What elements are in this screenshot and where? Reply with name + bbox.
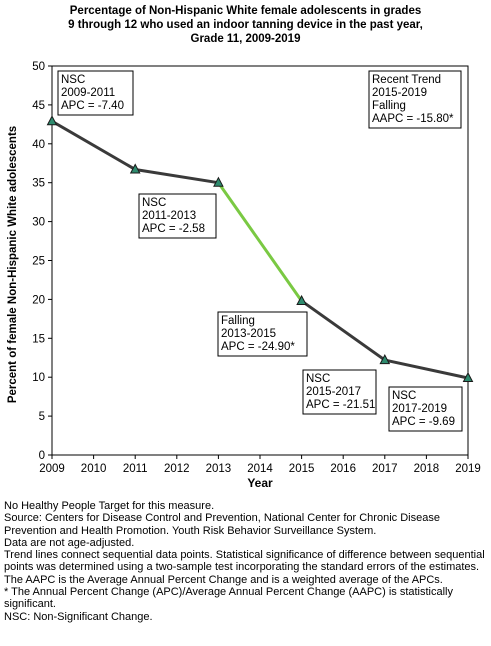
- x-tick-label: 2014: [247, 463, 273, 475]
- data-point: [213, 176, 224, 187]
- annotation-text: 2009-2011: [61, 87, 115, 99]
- annotation-frame: [217, 311, 308, 357]
- data-point: [296, 294, 307, 305]
- footnote: * The Annual Percent Change (APC)/Averag…: [4, 586, 454, 611]
- trend-segment: [300, 299, 387, 362]
- annotation-text: Recent Trend: [372, 74, 441, 86]
- chart-title: Percentage of Non-Hispanic White female …: [0, 4, 491, 46]
- annotation-text: Falling: [221, 315, 255, 327]
- footnote: No Healthy People Target for this measur…: [4, 500, 215, 512]
- x-tick-label: 2013: [206, 463, 232, 475]
- x-tick-label: 2010: [81, 463, 107, 475]
- footnote: NSC: Non-Significant Change.: [4, 610, 153, 623]
- footnote: Data are not age-adjusted.: [4, 536, 135, 549]
- y-tick-label: 25: [32, 256, 45, 268]
- annotation-frame: [368, 70, 462, 129]
- annotation-text: 2015-2017: [306, 386, 361, 398]
- annotation-text: APC = -7.40: [61, 100, 124, 112]
- y-tick-label: 5: [39, 411, 45, 423]
- x-tick-label: 2011: [123, 463, 148, 475]
- annotation-text: NSC: [61, 74, 85, 86]
- line-chart: 0 5 10 15 20 25 30 35 40 45 50 2009 2010 2011 2012 2013…: [7, 61, 481, 490]
- annotation-frame: [57, 70, 134, 116]
- x-tick-label: 2009: [39, 463, 65, 475]
- annotation-frame: [388, 386, 463, 432]
- data-point: [46, 115, 58, 126]
- x-tick-label: 2015: [289, 463, 315, 475]
- annotation-text: 2013-2015: [221, 328, 276, 340]
- annotation-text: APC = -21.51: [306, 399, 375, 411]
- annotation-text: Falling: [372, 100, 406, 112]
- annotation-text: APC = -9.69: [392, 416, 455, 428]
- x-axis-label: Year: [247, 476, 273, 490]
- y-tick-label: 35: [32, 178, 45, 190]
- annotation-frame: [302, 369, 377, 415]
- data-point: [129, 163, 141, 174]
- trend-segment: [383, 358, 470, 380]
- data-point: [462, 371, 474, 382]
- trend-segment: [50, 119, 137, 171]
- y-tick-label: 40: [32, 139, 45, 151]
- annotation-text: 2017-2019: [392, 403, 447, 415]
- annotation-text: AAPC = -15.80*: [372, 113, 454, 125]
- footnote: Source: Centers for Disease Control and …: [4, 512, 440, 537]
- y-tick-label: 20: [32, 294, 45, 306]
- annotation-text: NSC: [392, 390, 416, 402]
- y-tick-label: 30: [32, 217, 45, 229]
- chart-title-line: 9 through 12 who used an indoor tanning …: [68, 19, 423, 31]
- y-tick-label: 0: [39, 450, 45, 462]
- x-tick-label: 2012: [164, 463, 190, 475]
- annotation-text: APC = -24.90*: [221, 341, 295, 353]
- y-tick-label: 15: [32, 333, 45, 345]
- annotation-frame: [138, 193, 217, 239]
- annotation-text: NSC: [142, 197, 166, 209]
- footnotes: No Healthy People Target for this measur…: [4, 500, 488, 623]
- annotation-text: APC = -2.58: [142, 223, 205, 235]
- x-tick-label: 2019: [455, 463, 481, 475]
- annotation-text: 2011-2013: [142, 210, 196, 222]
- y-tick-label: 45: [32, 100, 45, 112]
- chart-title-line: Percentage of Non-Hispanic White female …: [69, 5, 422, 17]
- x-tick-label: 2017: [372, 463, 398, 475]
- y-tick-label: 50: [32, 61, 45, 73]
- annotation-text: NSC: [306, 373, 330, 385]
- trend-segment: [133, 167, 220, 185]
- data-point: [379, 354, 391, 365]
- trend-segment: [216, 181, 304, 303]
- annotation-text: 2015-2019: [372, 87, 427, 99]
- y-axis-label: Percent of female Non-Hispanic White ado…: [7, 126, 19, 403]
- y-tick-label: 10: [32, 372, 45, 384]
- chart-title-line: Grade 11, 2009-2019: [190, 33, 301, 45]
- x-tick-label: 2016: [330, 463, 356, 475]
- footnote: Trend lines connect sequential data poin…: [4, 549, 485, 574]
- footnote: The AAPC is the Average Annual Percent C…: [4, 573, 443, 586]
- x-tick-label: 2018: [414, 463, 440, 475]
